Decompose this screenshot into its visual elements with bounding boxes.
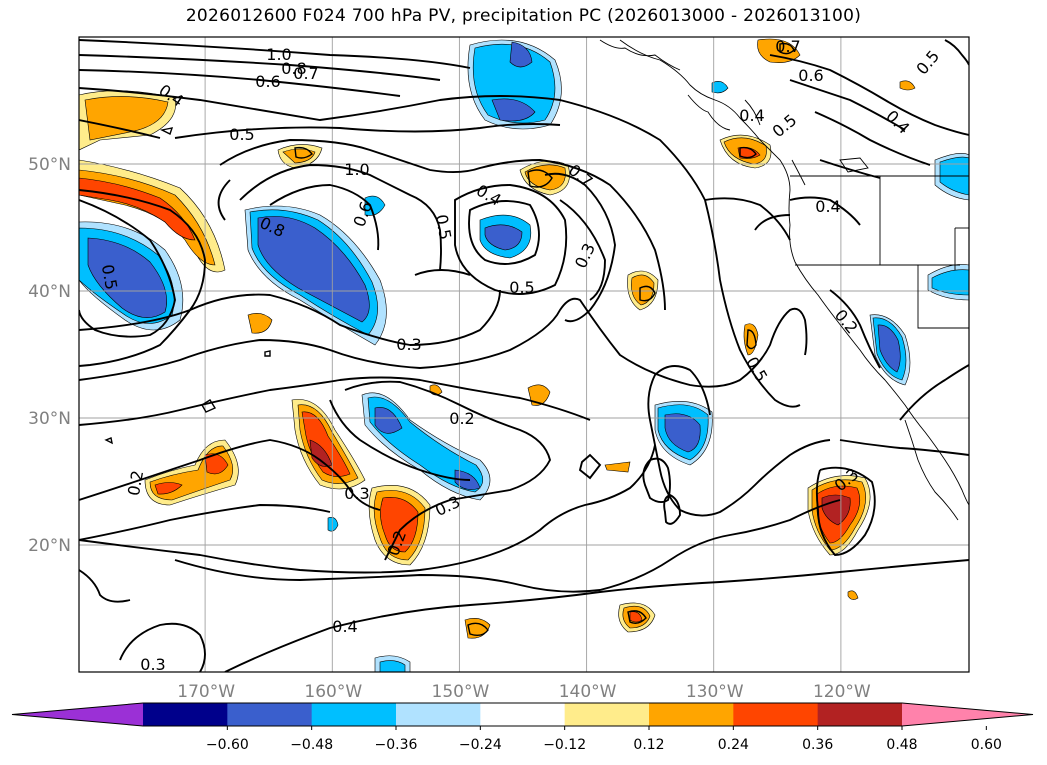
lon-tick-label: 150°W [432,682,490,702]
contour-label: 0.2 [449,409,474,428]
colorbar-tick-label: 0.48 [886,737,917,753]
map-frame [78,36,970,673]
lon-tick-label: 120°W [813,682,871,702]
contour-label: 0.3 [140,655,165,674]
colorbar-tick-label: 0.60 [971,737,1002,753]
colorbar-extend-high [902,703,1033,726]
contour-label: 1.0 [266,45,291,64]
longitude-labels: 170°W 160°W 150°W 140°W 130°W 120°W [177,682,871,702]
colorbar-tick-label: −0.48 [290,737,333,753]
pv-closed-contours [104,42,795,637]
colorbar-bin [733,703,819,726]
colorbar-tick-label: 0.24 [718,737,749,753]
colorbar-tick-label: −0.12 [543,737,586,753]
contour-label: 0.5 [229,125,254,144]
colorbar-bin [564,703,650,726]
colorbar-bin [817,703,903,726]
precip-shading [79,38,969,672]
contour-label: 0.5 [432,213,455,241]
contour-label: 0.4 [815,197,840,216]
contour-label: 0.6 [255,72,280,91]
colorbar: −0.60 −0.48 −0.36 −0.24 −0.12 0.12 0.24 0.36 0.4… [11,702,1034,753]
contour-label: 0.7 [775,37,800,56]
colorbar-tick-label: −0.24 [459,737,502,753]
colorbar-bin [396,703,481,726]
contour-label: 0.7 [293,64,318,83]
lat-tick-label: 50°N [28,155,71,175]
lat-tick-label: 20°N [28,536,71,556]
colorbar-tick-label: −0.36 [375,737,418,753]
contour-label: 0.6 [798,66,823,85]
lat-tick-label: 30°N [28,409,71,429]
map-gridlines [79,37,969,672]
lon-tick-label: 130°W [686,682,744,702]
lat-tick-label: 40°N [28,282,71,302]
colorbar-tick-label: 0.12 [633,737,664,753]
colorbar-tick-label: −0.60 [206,737,249,753]
contour-label: 0.5 [509,278,534,297]
contour-label: 1.0 [344,160,369,179]
contour-label: 0.3 [344,484,369,503]
contour-label: 0.2 [124,469,147,497]
pv-contours [79,39,969,672]
colorbar-tick-label: 0.36 [802,737,833,753]
contour-label: 0.5 [98,263,121,291]
colorbar-bin [143,703,228,726]
colorbar-bin [649,703,734,726]
latitude-labels: 20°N 30°N 40°N 50°N [28,155,71,556]
colorbar-bin [311,703,397,726]
colorbar-extend-low [12,703,143,726]
contour-label: 0.4 [739,106,764,125]
lon-tick-label: 170°W [177,682,235,702]
colorbar-bin [480,703,566,726]
contour-label: 0.8 [281,59,306,78]
chart-title: 2026012600 F024 700 hPa PV, precipitatio… [185,6,862,26]
colorbar-bin [227,703,313,726]
lon-tick-label: 160°W [304,682,362,702]
colorbar-outline [11,702,1034,727]
map-panel: 1.0 0.8 0.6 0.7 0.4 0.5 1.0 0.6 0.8 0.5 … [79,37,969,674]
contour-label: 0.3 [396,335,421,354]
coastlines [599,39,969,521]
contour-label: 0.4 [332,617,357,636]
lon-tick-label: 140°W [559,682,617,702]
